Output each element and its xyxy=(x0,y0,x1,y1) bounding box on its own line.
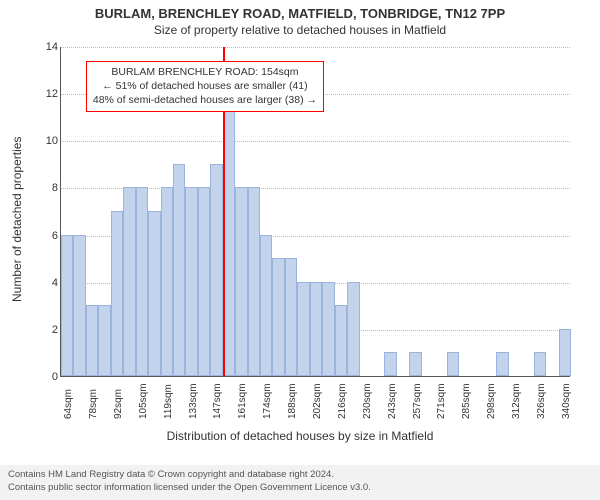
bar xyxy=(248,187,260,376)
bar xyxy=(161,187,173,376)
bar xyxy=(173,164,185,376)
x-tick-label: 64sqm xyxy=(63,389,74,419)
bar xyxy=(447,352,459,376)
bar xyxy=(496,352,508,376)
bar xyxy=(98,305,110,376)
bar xyxy=(210,164,222,376)
annotation-box: BURLAM BRENCHLEY ROAD: 154sqm ← 51% of d… xyxy=(86,61,324,112)
bar xyxy=(198,187,210,376)
x-tick-label: 188sqm xyxy=(287,383,298,419)
y-tick-label: 6 xyxy=(0,230,58,242)
x-tick-label: 257sqm xyxy=(412,383,423,419)
x-tick-label: 133sqm xyxy=(188,383,199,419)
bar xyxy=(297,282,309,376)
bar xyxy=(285,258,297,376)
x-tick-label: 147sqm xyxy=(212,383,223,419)
chart-area: Number of detached properties 0246810121… xyxy=(0,37,600,437)
bar xyxy=(347,282,359,376)
bar xyxy=(148,211,160,376)
bar xyxy=(384,352,396,376)
y-tick-label: 12 xyxy=(0,88,58,100)
y-tick-label: 2 xyxy=(0,324,58,336)
x-tick-label: 312sqm xyxy=(511,383,522,419)
plot-area: BURLAM BRENCHLEY ROAD: 154sqm ← 51% of d… xyxy=(60,47,570,377)
x-tick-label: 161sqm xyxy=(237,383,248,419)
x-tick-label: 298sqm xyxy=(486,383,497,419)
bar xyxy=(136,187,148,376)
x-tick-label: 216sqm xyxy=(337,383,348,419)
x-tick-label: 271sqm xyxy=(436,383,447,419)
annotation-line-3: 48% of semi-detached houses are larger (… xyxy=(93,93,317,107)
bar xyxy=(123,187,135,376)
x-tick-label: 340sqm xyxy=(561,383,572,419)
bar xyxy=(260,235,272,376)
bar xyxy=(235,187,247,376)
bar xyxy=(61,235,73,376)
x-tick-label: 202sqm xyxy=(312,383,323,419)
x-tick-label: 119sqm xyxy=(163,384,174,419)
bar xyxy=(185,187,197,376)
annotation-line-1: BURLAM BRENCHLEY ROAD: 154sqm xyxy=(93,65,317,79)
x-tick-label: 92sqm xyxy=(113,389,124,419)
bar xyxy=(559,329,571,376)
y-tick-label: 4 xyxy=(0,277,58,289)
x-tick-label: 230sqm xyxy=(362,383,373,419)
x-tick-label: 326sqm xyxy=(536,383,547,419)
y-tick-label: 0 xyxy=(0,371,58,383)
x-tick-label: 78sqm xyxy=(88,389,99,419)
footer-attribution: Contains HM Land Registry data © Crown c… xyxy=(0,465,600,500)
chart-titles: BURLAM, BRENCHLEY ROAD, MATFIELD, TONBRI… xyxy=(0,0,600,37)
bar xyxy=(409,352,421,376)
y-tick-label: 8 xyxy=(0,182,58,194)
bar xyxy=(111,211,123,376)
x-tick-label: 243sqm xyxy=(387,383,398,419)
x-tick-label: 174sqm xyxy=(262,383,273,419)
bar xyxy=(73,235,85,376)
annotation-line-2: ← 51% of detached houses are smaller (41… xyxy=(93,79,317,93)
y-tick-label: 14 xyxy=(0,41,58,53)
bar xyxy=(335,305,347,376)
bar xyxy=(322,282,334,376)
footer-line-2: Contains public sector information licen… xyxy=(8,482,592,494)
bar xyxy=(310,282,322,376)
bar xyxy=(86,305,98,376)
x-axis-label: Distribution of detached houses by size … xyxy=(0,429,600,443)
chart-title: BURLAM, BRENCHLEY ROAD, MATFIELD, TONBRI… xyxy=(0,6,600,21)
y-tick-label: 10 xyxy=(0,135,58,147)
bar xyxy=(534,352,546,376)
chart-subtitle: Size of property relative to detached ho… xyxy=(0,23,600,37)
bar xyxy=(272,258,284,376)
x-tick-label: 105sqm xyxy=(138,383,149,419)
footer-line-1: Contains HM Land Registry data © Crown c… xyxy=(8,469,592,481)
x-tick-label: 285sqm xyxy=(461,383,472,419)
